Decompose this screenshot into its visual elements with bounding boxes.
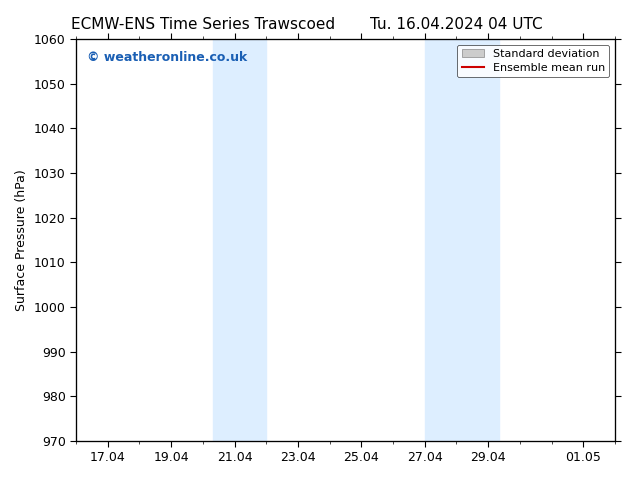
Y-axis label: Surface Pressure (hPa): Surface Pressure (hPa) bbox=[15, 169, 29, 311]
Bar bbox=[425, 39, 498, 441]
Text: © weatheronline.co.uk: © weatheronline.co.uk bbox=[87, 51, 247, 64]
Text: ECMW-ENS Time Series Trawscoed: ECMW-ENS Time Series Trawscoed bbox=[71, 17, 335, 32]
Legend: Standard deviation, Ensemble mean run: Standard deviation, Ensemble mean run bbox=[457, 45, 609, 77]
Bar bbox=[213, 39, 266, 441]
Text: Tu. 16.04.2024 04 UTC: Tu. 16.04.2024 04 UTC bbox=[370, 17, 543, 32]
